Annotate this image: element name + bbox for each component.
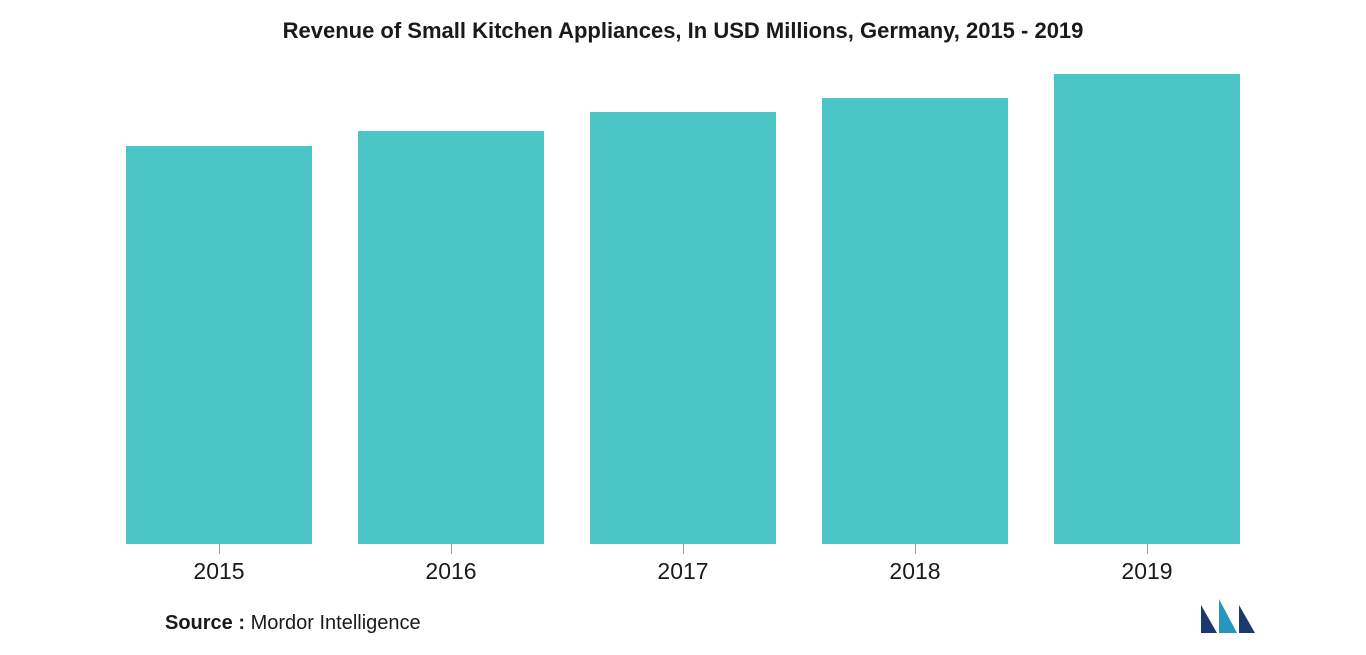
bar-group [1031,74,1263,554]
x-tick [451,544,452,554]
source-label: Source : [165,612,245,634]
bar-group [103,74,335,554]
x-axis-labels: 20152016201720182019 [103,558,1263,585]
x-axis-label: 2016 [335,558,567,585]
x-axis-label: 2019 [1031,558,1263,585]
bar [590,112,776,544]
source-attribution: Source : Mordor Intelligence [165,612,421,635]
bar-group [567,74,799,554]
bar-group [799,74,1031,554]
bar [822,98,1008,544]
mordor-logo-icon [1199,597,1261,640]
x-axis-label: 2018 [799,558,1031,585]
bar-group [335,74,567,554]
x-axis-label: 2015 [103,558,335,585]
x-tick [915,544,916,554]
x-tick [219,544,220,554]
bar [358,131,544,544]
bar [126,146,312,544]
chart-plot-area [103,74,1263,554]
chart-title: Revenue of Small Kitchen Appliances, In … [0,0,1366,54]
x-axis-label: 2017 [567,558,799,585]
source-text: Mordor Intelligence [245,612,421,634]
bar [1054,74,1240,544]
x-tick [683,544,684,554]
x-tick [1147,544,1148,554]
